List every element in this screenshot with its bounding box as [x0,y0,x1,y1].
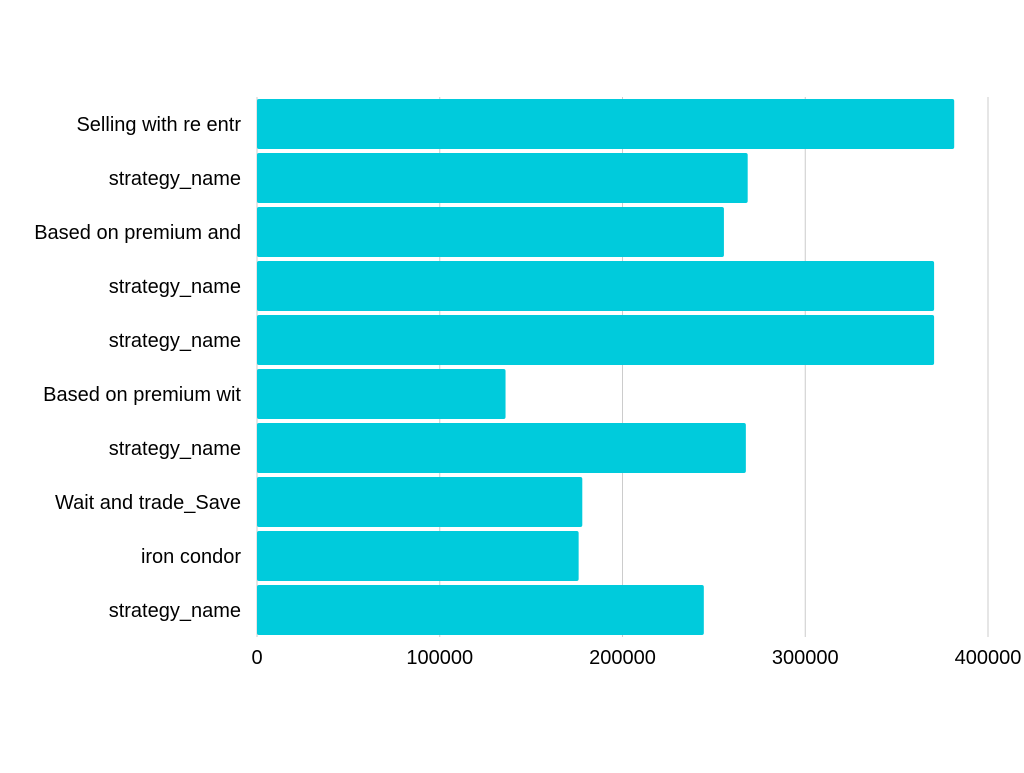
bar[interactable] [257,369,506,419]
category-label: strategy_name [109,168,241,190]
x-tick-label: 0 [251,647,262,669]
x-tick-label: 200000 [589,647,656,669]
bars [257,99,955,635]
bar[interactable] [257,153,748,203]
category-label: iron condor [141,546,241,568]
x-tick-label: 400000 [955,647,1022,669]
bar[interactable] [257,531,579,581]
x-tick-label: 100000 [406,647,473,669]
bar[interactable] [257,261,935,311]
category-label: strategy_name [109,438,241,460]
category-label: Based on premium and [34,222,241,244]
x-tick-label: 300000 [772,647,839,669]
x-tick-labels: 0 100000 200000 300000 400000 [251,647,1021,669]
bar[interactable] [257,315,935,365]
category-label: strategy_name [109,600,241,622]
bar[interactable] [257,477,583,527]
bar[interactable] [257,423,746,473]
bar[interactable] [257,585,704,635]
category-labels: Selling with re entr strategy_name Based o… [34,114,241,622]
bar[interactable] [257,99,955,149]
category-label: strategy_name [109,330,241,352]
category-label: Wait and trade_Save [55,492,241,514]
category-label: strategy_name [109,276,241,298]
category-label: Based on premium wit [43,384,241,406]
category-label: Selling with re entr [76,114,241,136]
bar[interactable] [257,207,724,257]
